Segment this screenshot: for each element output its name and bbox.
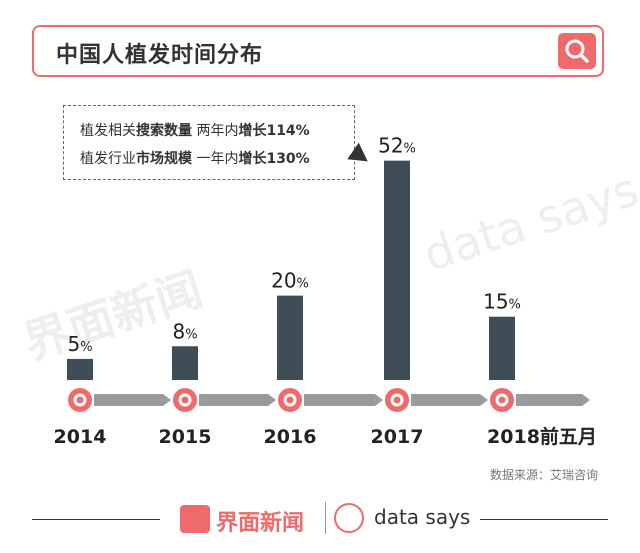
footer-brand-cn: 界面新闻 bbox=[216, 511, 305, 536]
source-note: 数据来源：艾瑞咨询 bbox=[489, 468, 598, 482]
bar-2017 bbox=[384, 160, 410, 380]
value-label: 5% bbox=[67, 332, 92, 356]
annotation-line-1: 植发相关搜索数量 两年内增长114% bbox=[80, 123, 310, 139]
value-label: 20% bbox=[271, 269, 309, 293]
timeline-marker-dot bbox=[286, 396, 294, 404]
category-label: 2014 bbox=[54, 426, 107, 448]
timeline-arrow bbox=[516, 394, 590, 406]
timeline-marker-dot bbox=[76, 396, 84, 404]
bar-chart: 5% 2014 8% 2015 20% 2016 52% 2017 15% 2018前五月 bbox=[54, 134, 597, 448]
page-title: 中国人植发时间分布 bbox=[56, 43, 264, 68]
annotation-line-2: 植发行业市场规模 一年内增长130% bbox=[80, 151, 310, 167]
footer-brand-en: data says bbox=[374, 505, 471, 529]
bar-2014 bbox=[67, 358, 93, 380]
bar-2016 bbox=[277, 295, 303, 380]
category-label: 2017 bbox=[371, 426, 424, 448]
footer-rule-right bbox=[480, 519, 608, 520]
value-label: 8% bbox=[172, 319, 197, 343]
timeline-arrow bbox=[411, 394, 488, 406]
bar-2015 bbox=[172, 346, 198, 380]
title-bar: 中国人植发时间分布 bbox=[32, 25, 604, 77]
timeline-arrow bbox=[304, 394, 383, 406]
bar-2018前五月 bbox=[489, 316, 515, 380]
search-button[interactable] bbox=[558, 33, 596, 69]
category-label: 2016 bbox=[264, 426, 317, 448]
timeline-marker-dot bbox=[393, 396, 401, 404]
timeline-marker-dot bbox=[498, 396, 506, 404]
footer-divider bbox=[325, 502, 326, 534]
timeline-arrow bbox=[199, 394, 276, 406]
timeline-marker-dot bbox=[181, 396, 189, 404]
footer-rule-left bbox=[32, 519, 160, 520]
datasays-logo-icon bbox=[334, 503, 364, 533]
search-icon bbox=[565, 39, 589, 63]
jiemian-logo-icon bbox=[180, 505, 210, 533]
category-label: 2018前五月 bbox=[487, 425, 597, 448]
value-label: 52% bbox=[378, 134, 416, 158]
annotation-box: 植发相关搜索数量 两年内增长114% 植发行业市场规模 一年内增长130% bbox=[63, 105, 355, 180]
value-label: 15% bbox=[483, 290, 521, 314]
timeline-arrow bbox=[94, 394, 171, 406]
category-label: 2015 bbox=[159, 426, 212, 448]
